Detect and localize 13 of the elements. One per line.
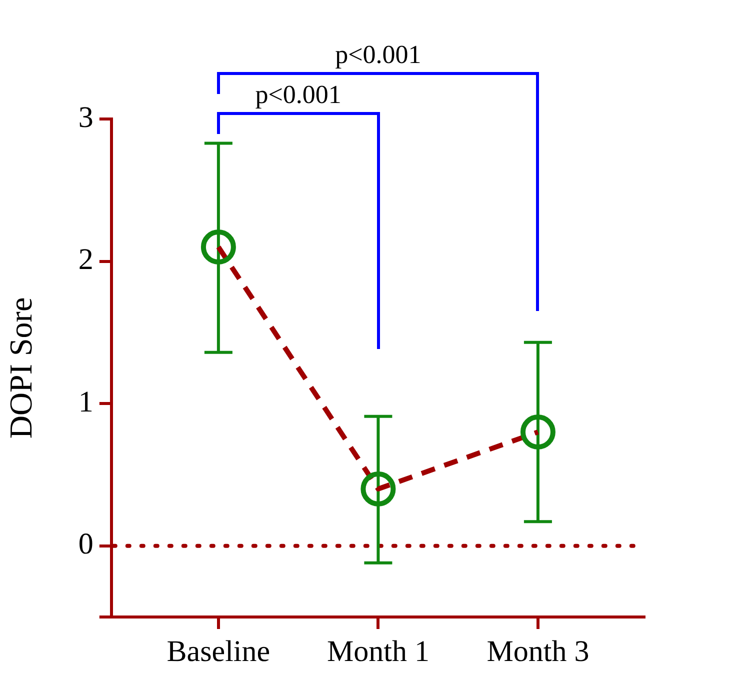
text: p<0.001 xyxy=(335,40,422,69)
y-tick-label: 3 xyxy=(78,100,94,134)
y-tick-label: 1 xyxy=(78,385,94,418)
point xyxy=(200,230,236,265)
y-tick-label: 0 xyxy=(78,528,94,561)
x-tick-label: Month 3 xyxy=(486,634,590,668)
x-tick-label: Baseline xyxy=(166,634,270,668)
point xyxy=(360,471,396,506)
text: p<0.001 xyxy=(255,80,342,109)
y-tick-label: 2 xyxy=(78,243,94,276)
x-tick-label: Month 1 xyxy=(326,634,430,668)
y-axis-title: DOPI Sore xyxy=(2,297,39,439)
point xyxy=(520,414,556,450)
